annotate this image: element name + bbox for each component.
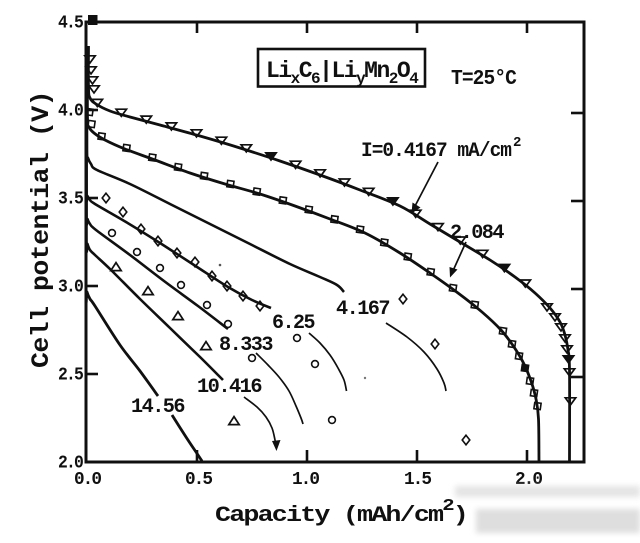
svg-text:I=0.4167 mA/cm: I=0.4167 mA/cm (361, 140, 512, 163)
svg-text:LixC6|LiyMn2O4: LixC6|LiyMn2O4 (266, 58, 419, 88)
svg-text:14.56: 14.56 (131, 396, 184, 419)
svg-text:4.167: 4.167 (336, 298, 389, 321)
svg-text:6.25: 6.25 (272, 312, 314, 335)
svg-text:Cell potential (V): Cell potential (V) (27, 91, 56, 368)
svg-text:4.5: 4.5 (58, 14, 83, 34)
svg-text:T=25°C: T=25°C (451, 68, 517, 91)
svg-text:10.416: 10.416 (197, 376, 262, 399)
svg-text:2: 2 (513, 135, 521, 151)
svg-text:1.5: 1.5 (404, 470, 431, 490)
svg-text:8.333: 8.333 (219, 334, 272, 357)
svg-text:2.5: 2.5 (58, 366, 83, 386)
svg-text:1.0: 1.0 (292, 470, 319, 490)
svg-text:3.5: 3.5 (58, 190, 83, 210)
svg-text:2.0: 2.0 (58, 454, 83, 474)
svg-text:0.5: 0.5 (185, 470, 212, 490)
svg-text:3.0: 3.0 (58, 278, 83, 298)
svg-text:4.0: 4.0 (58, 102, 83, 122)
svg-text:0.0: 0.0 (74, 470, 101, 490)
svg-text:2.0: 2.0 (515, 470, 542, 490)
svg-text:Capacity (mAh/cm2): Capacity (mAh/cm 2) (215, 497, 467, 528)
